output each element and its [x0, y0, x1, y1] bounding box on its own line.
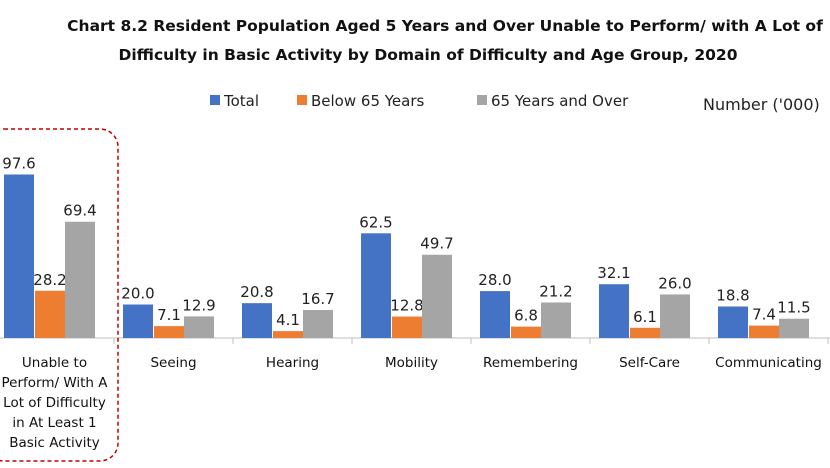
data-label: 16.7: [301, 290, 334, 308]
bar: [35, 290, 65, 338]
bar: [361, 233, 391, 338]
data-label: 7.1: [157, 306, 181, 324]
category-label: Basic Activity: [9, 435, 100, 451]
legend-swatch: [210, 95, 220, 105]
data-label: 32.1: [597, 264, 630, 282]
bar: [718, 306, 748, 338]
unit-label: Number ('000): [703, 95, 820, 114]
chart-title-line1: Chart 8.2 Resident Population Aged 5 Yea…: [67, 17, 823, 35]
legend: Total Below 65 Years 65 Years and Over: [210, 92, 629, 110]
legend-label: Total: [223, 92, 259, 110]
bar: [392, 316, 422, 338]
bar: [660, 294, 690, 338]
bar: [123, 304, 153, 338]
data-label: 28.0: [478, 271, 511, 289]
plot-area: 97.6 28.2 69.4 Unable to Perform/ With A Lot …: [0, 155, 830, 451]
category-label: in At Least 1: [12, 415, 96, 431]
bar: [779, 318, 809, 338]
data-label: 69.4: [63, 202, 96, 220]
bar: [303, 310, 333, 338]
data-label: 4.1: [276, 311, 300, 329]
bar: [184, 316, 214, 338]
bar: [630, 327, 660, 338]
data-label: 12.8: [390, 297, 423, 315]
bar: [749, 325, 779, 338]
data-label: 20.0: [121, 284, 154, 302]
category-label: Hearing: [266, 355, 319, 371]
legend-swatch: [477, 95, 487, 105]
bar: [65, 221, 95, 338]
data-label: 26.0: [658, 274, 691, 292]
data-label: 20.8: [240, 283, 273, 301]
data-label: 6.8: [514, 307, 538, 325]
bar: [242, 303, 272, 338]
category-label: Communicating: [715, 355, 822, 371]
category-label: Seeing: [150, 355, 196, 371]
data-label: 21.2: [539, 282, 572, 300]
bar: [511, 326, 541, 338]
legend-label: 65 Years and Over: [491, 92, 629, 110]
data-label: 7.4: [752, 306, 776, 324]
data-label: 18.8: [716, 287, 749, 305]
category-label: Lot of Difficulty: [3, 395, 106, 411]
data-label: 97.6: [2, 155, 35, 173]
bar: [4, 174, 34, 338]
data-label: 6.1: [633, 308, 657, 326]
bar: [154, 326, 184, 338]
bar: [599, 284, 629, 338]
category-label: Unable to: [22, 355, 87, 371]
bar: [422, 254, 452, 338]
bar: [480, 291, 510, 338]
data-label: 11.5: [777, 299, 810, 317]
bar: [541, 302, 571, 338]
data-label: 28.2: [33, 271, 66, 289]
bar: [273, 331, 303, 338]
data-label: 49.7: [420, 235, 453, 253]
data-label: 62.5: [359, 213, 392, 231]
category-label: Perform/ With A: [1, 375, 108, 391]
category-label: Mobility: [385, 355, 438, 371]
data-label: 12.9: [182, 296, 215, 314]
legend-label: Below 65 Years: [311, 92, 425, 110]
chart-title-line2: Difficulty in Basic Activity by Domain o…: [118, 46, 737, 64]
category-label: Remembering: [483, 355, 578, 371]
category-label: Self-Care: [619, 355, 680, 371]
legend-swatch: [297, 95, 307, 105]
